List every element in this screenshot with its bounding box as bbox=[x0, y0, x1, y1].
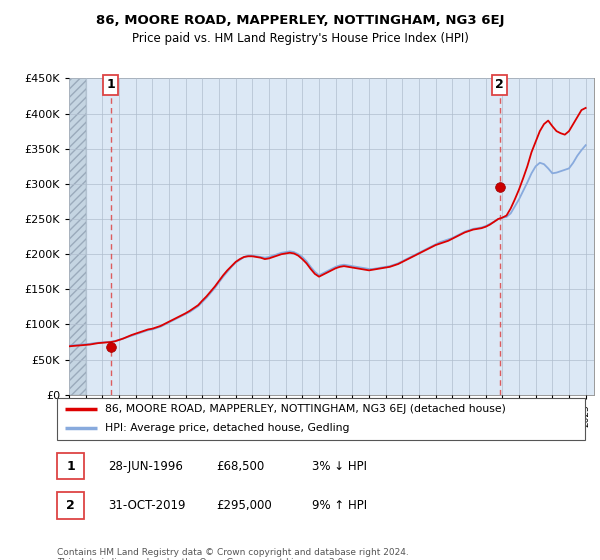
Text: 86, MOORE ROAD, MAPPERLEY, NOTTINGHAM, NG3 6EJ (detached house): 86, MOORE ROAD, MAPPERLEY, NOTTINGHAM, N… bbox=[104, 404, 505, 414]
Text: 9% ↑ HPI: 9% ↑ HPI bbox=[312, 499, 367, 512]
Text: 1: 1 bbox=[106, 78, 115, 91]
Text: Price paid vs. HM Land Registry's House Price Index (HPI): Price paid vs. HM Land Registry's House … bbox=[131, 32, 469, 45]
Text: £68,500: £68,500 bbox=[216, 460, 264, 473]
Text: 2: 2 bbox=[66, 499, 75, 512]
Text: 3% ↓ HPI: 3% ↓ HPI bbox=[312, 460, 367, 473]
FancyBboxPatch shape bbox=[57, 398, 585, 440]
Text: £295,000: £295,000 bbox=[216, 499, 272, 512]
Text: 31-OCT-2019: 31-OCT-2019 bbox=[108, 499, 185, 512]
Text: 86, MOORE ROAD, MAPPERLEY, NOTTINGHAM, NG3 6EJ: 86, MOORE ROAD, MAPPERLEY, NOTTINGHAM, N… bbox=[96, 14, 504, 27]
Text: 2: 2 bbox=[495, 78, 504, 91]
Text: HPI: Average price, detached house, Gedling: HPI: Average price, detached house, Gedl… bbox=[104, 423, 349, 433]
Text: Contains HM Land Registry data © Crown copyright and database right 2024.
This d: Contains HM Land Registry data © Crown c… bbox=[57, 548, 409, 560]
Text: 28-JUN-1996: 28-JUN-1996 bbox=[108, 460, 183, 473]
Text: 1: 1 bbox=[66, 460, 75, 473]
Bar bbox=[69, 78, 86, 395]
